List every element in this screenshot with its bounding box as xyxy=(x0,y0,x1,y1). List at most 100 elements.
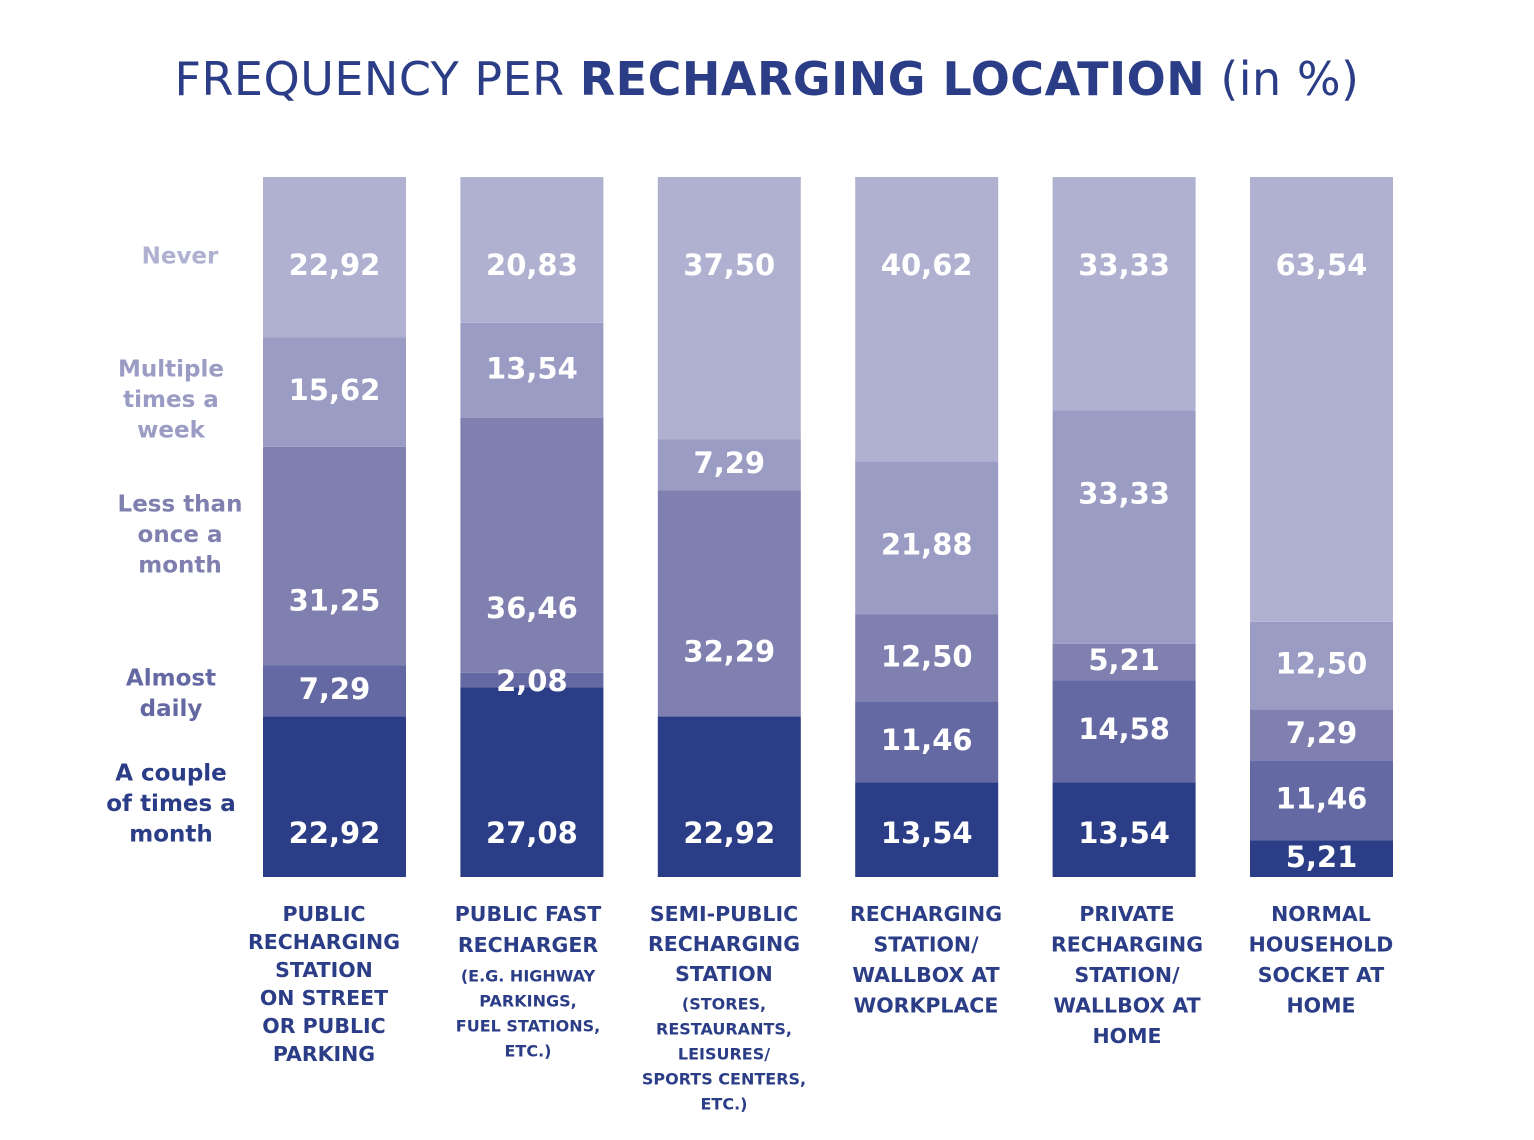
legend-label-almost-daily: daily xyxy=(140,696,203,722)
bar-segment-4-never xyxy=(855,177,999,462)
bar-segment-1-almost-daily xyxy=(263,665,406,717)
bar-segment-6-less-than-once-a-month xyxy=(1250,709,1393,761)
segment-value-label: 5,21 xyxy=(1286,840,1358,874)
segment-value-label: 22,92 xyxy=(683,816,775,850)
bar-segment-3-never xyxy=(657,177,801,440)
segment-value-label: 7,29 xyxy=(694,446,766,480)
bar-segment-4-less-than-once-a-month xyxy=(855,614,999,702)
category-label-1: STATION xyxy=(275,958,373,982)
category-label-5: RECHARGING xyxy=(1051,933,1203,957)
category-label-4: WORKPLACE xyxy=(854,994,999,1018)
legend-group: A couple of times a month Almost daily Less t… xyxy=(106,244,242,848)
category-label-2: PARKINGS, xyxy=(479,992,576,1011)
chart-title: FREQUENCY PER RECHARGING LOCATION (in %) xyxy=(0,52,1534,106)
segment-value-label: 33,33 xyxy=(1078,248,1170,282)
legend-label-never: Never xyxy=(142,244,219,270)
category-label-4: RECHARGING xyxy=(850,902,1002,926)
segment-value-label: 27,08 xyxy=(486,816,578,850)
category-label-1: ON STREET xyxy=(260,986,388,1010)
segment-value-label: 13,54 xyxy=(486,351,578,385)
category-label-6: HOUSEHOLD xyxy=(1249,933,1394,957)
category-label-5: WALLBOX AT xyxy=(1053,994,1200,1018)
segment-value-label: 13,54 xyxy=(881,816,973,850)
bar-segment-6-almost-daily xyxy=(1250,760,1393,841)
category-label-4: WALLBOX AT xyxy=(852,963,999,987)
segment-value-label: 7,29 xyxy=(1286,716,1358,750)
segment-value-label: 21,88 xyxy=(881,527,973,561)
category-label-2: FUEL STATIONS, xyxy=(456,1017,600,1036)
segment-value-label: 15,62 xyxy=(289,373,381,407)
segment-value-label: 11,46 xyxy=(1276,781,1368,815)
segment-value-label: 40,62 xyxy=(881,248,973,282)
bar-segment-5-less-than-once-a-month xyxy=(1052,643,1196,681)
bar-segment-1-never xyxy=(263,177,406,338)
bar-segment-4-multiple-times-a-week xyxy=(855,461,999,615)
bar-segment-5-almost-daily xyxy=(1052,680,1196,783)
category-label-3: STATION xyxy=(675,962,773,986)
bar-segment-1-less-than-once-a-month xyxy=(263,446,406,666)
segment-value-label: 14,58 xyxy=(1078,712,1170,746)
bar-segment-1-a-couple-of-times-a-month xyxy=(263,716,406,877)
legend-label-less-than-once-a-month: once a xyxy=(138,522,223,548)
segment-value-label: 12,50 xyxy=(881,639,973,673)
bar-segment-6-never xyxy=(1250,177,1393,622)
segment-value-label: 2,08 xyxy=(496,664,568,698)
legend-label-multiple-times-a-week: times a xyxy=(123,387,219,413)
category-label-1: PUBLIC xyxy=(282,902,365,926)
category-label-2: RECHARGER xyxy=(458,933,598,957)
legend-label-multiple-times-a-week: Multiple xyxy=(118,357,224,383)
category-label-2: ETC.) xyxy=(505,1042,552,1061)
legend-label-a-couple-of-times-a-month: of times a xyxy=(106,791,235,817)
category-label-3: LEISURES/ xyxy=(678,1045,770,1064)
segment-value-label: 63,54 xyxy=(1276,248,1368,282)
category-label-6: HOME xyxy=(1287,994,1356,1018)
bar-segment-3-a-couple-of-times-a-month xyxy=(657,716,801,877)
category-label-3: SPORTS CENTERS, xyxy=(642,1070,806,1089)
segment-value-label: 36,46 xyxy=(486,591,578,625)
category-label-3: SEMI-PUBLIC xyxy=(650,902,798,926)
legend-label-less-than-once-a-month: Less than xyxy=(118,492,243,518)
category-label-3: RESTAURANTS, xyxy=(656,1020,792,1039)
category-label-6: SOCKET AT xyxy=(1258,963,1385,987)
bar-segment-5-multiple-times-a-week xyxy=(1052,410,1196,644)
segment-value-label: 22,92 xyxy=(289,248,381,282)
segment-value-label: 20,83 xyxy=(486,248,578,282)
segment-value-label: 11,46 xyxy=(881,723,973,757)
segment-value-label: 32,29 xyxy=(683,635,775,669)
segment-value-label: 31,25 xyxy=(289,584,381,618)
bar-segment-2-almost-daily xyxy=(460,672,604,688)
legend-label-a-couple-of-times-a-month: month xyxy=(129,822,213,848)
bar-segment-1-multiple-times-a-week xyxy=(263,337,406,447)
segment-value-label: 12,50 xyxy=(1276,647,1368,681)
chart-title-part2: RECHARGING LOCATION xyxy=(579,52,1206,106)
segment-value-label: 7,29 xyxy=(299,672,371,706)
segment-value-label: 33,33 xyxy=(1078,476,1170,510)
category-label-3: ETC.) xyxy=(701,1095,748,1114)
bar-segment-6-a-couple-of-times-a-month xyxy=(1250,840,1393,877)
legend-label-multiple-times-a-week: week xyxy=(137,418,205,444)
segment-value-label: 13,54 xyxy=(1078,816,1170,850)
category-label-1: OR PUBLIC xyxy=(262,1014,385,1038)
category-label-1: PARKING xyxy=(273,1042,375,1066)
segment-labels-group: 22,92 7,29 31,25 15,62 22,92 27,08 2,08 36,46 13… xyxy=(289,248,1368,874)
bar-segment-2-less-than-once-a-month xyxy=(460,417,604,673)
legend-label-a-couple-of-times-a-month: A couple xyxy=(115,761,227,787)
bar-segment-2-multiple-times-a-week xyxy=(460,322,604,418)
chart-title-part3: (in %) xyxy=(1205,52,1360,106)
category-label-5: PRIVATE xyxy=(1079,902,1174,926)
bar-segment-4-a-couple-of-times-a-month xyxy=(855,782,999,877)
bar-segment-3-multiple-times-a-week xyxy=(657,439,801,491)
bar-segment-2-a-couple-of-times-a-month xyxy=(460,687,604,877)
bar-segment-5-never xyxy=(1052,177,1196,411)
chart-title-part1: FREQUENCY PER xyxy=(174,52,580,106)
segment-value-label: 22,92 xyxy=(289,816,381,850)
category-label-5: STATION/ xyxy=(1074,963,1180,987)
category-labels-group: PUBLIC RECHARGING STATION ON STREET OR PUBLI… xyxy=(248,902,1393,1114)
category-label-1: RECHARGING xyxy=(248,930,400,954)
bar-segment-3-less-than-once-a-month xyxy=(657,490,801,717)
legend-label-less-than-once-a-month: month xyxy=(138,553,222,579)
bars-group xyxy=(263,177,1393,877)
bar-segment-4-almost-daily xyxy=(855,702,999,783)
bar-segment-5-a-couple-of-times-a-month xyxy=(1052,782,1196,877)
